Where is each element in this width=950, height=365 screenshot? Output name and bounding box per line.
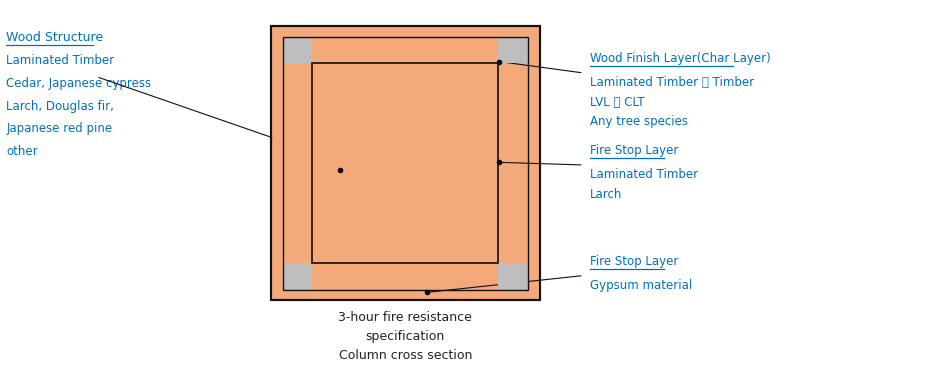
- Bar: [282, 37, 313, 63]
- Bar: [282, 152, 313, 160]
- Bar: [498, 37, 528, 290]
- Text: Wood Finish Layer(Char Layer): Wood Finish Layer(Char Layer): [590, 52, 770, 65]
- Text: Laminated Timber: Laminated Timber: [590, 168, 698, 181]
- Bar: [498, 182, 528, 189]
- Bar: [428, 263, 438, 290]
- Bar: [271, 26, 540, 300]
- Text: Cedar, Japanese cypress: Cedar, Japanese cypress: [7, 77, 151, 90]
- Text: Any tree species: Any tree species: [590, 115, 688, 128]
- Bar: [498, 167, 528, 174]
- Bar: [282, 37, 528, 290]
- Bar: [498, 263, 528, 290]
- Text: Laminated Timber: Laminated Timber: [7, 54, 115, 68]
- Bar: [498, 152, 528, 160]
- Bar: [282, 263, 528, 290]
- Text: Laminated Timber ・ Timber: Laminated Timber ・ Timber: [590, 76, 753, 89]
- Bar: [428, 37, 438, 63]
- Text: Larch, Douglas fir,: Larch, Douglas fir,: [7, 100, 114, 112]
- Bar: [282, 37, 313, 290]
- Bar: [282, 182, 313, 189]
- Text: Gypsum material: Gypsum material: [590, 278, 692, 292]
- Text: 3-hour fire resistance
specification
Column cross section: 3-hour fire resistance specification Col…: [338, 311, 472, 362]
- Bar: [282, 37, 528, 290]
- Bar: [282, 167, 313, 174]
- Text: Fire Stop Layer: Fire Stop Layer: [590, 254, 678, 268]
- Bar: [271, 26, 540, 300]
- Bar: [410, 37, 419, 63]
- Bar: [372, 263, 382, 290]
- Bar: [313, 63, 498, 263]
- Bar: [498, 137, 528, 145]
- Text: LVL ・ CLT: LVL ・ CLT: [590, 96, 644, 108]
- Text: Fire Stop Layer: Fire Stop Layer: [590, 144, 678, 157]
- Text: Wood Structure: Wood Structure: [7, 31, 104, 43]
- Text: Larch: Larch: [590, 188, 622, 200]
- Bar: [282, 37, 528, 63]
- Bar: [372, 37, 382, 63]
- Bar: [410, 263, 419, 290]
- Text: Japanese red pine: Japanese red pine: [7, 122, 112, 135]
- Text: other: other: [7, 145, 38, 158]
- Bar: [282, 263, 313, 290]
- Bar: [282, 137, 313, 145]
- Bar: [498, 37, 528, 63]
- Bar: [391, 263, 401, 290]
- Bar: [391, 37, 401, 63]
